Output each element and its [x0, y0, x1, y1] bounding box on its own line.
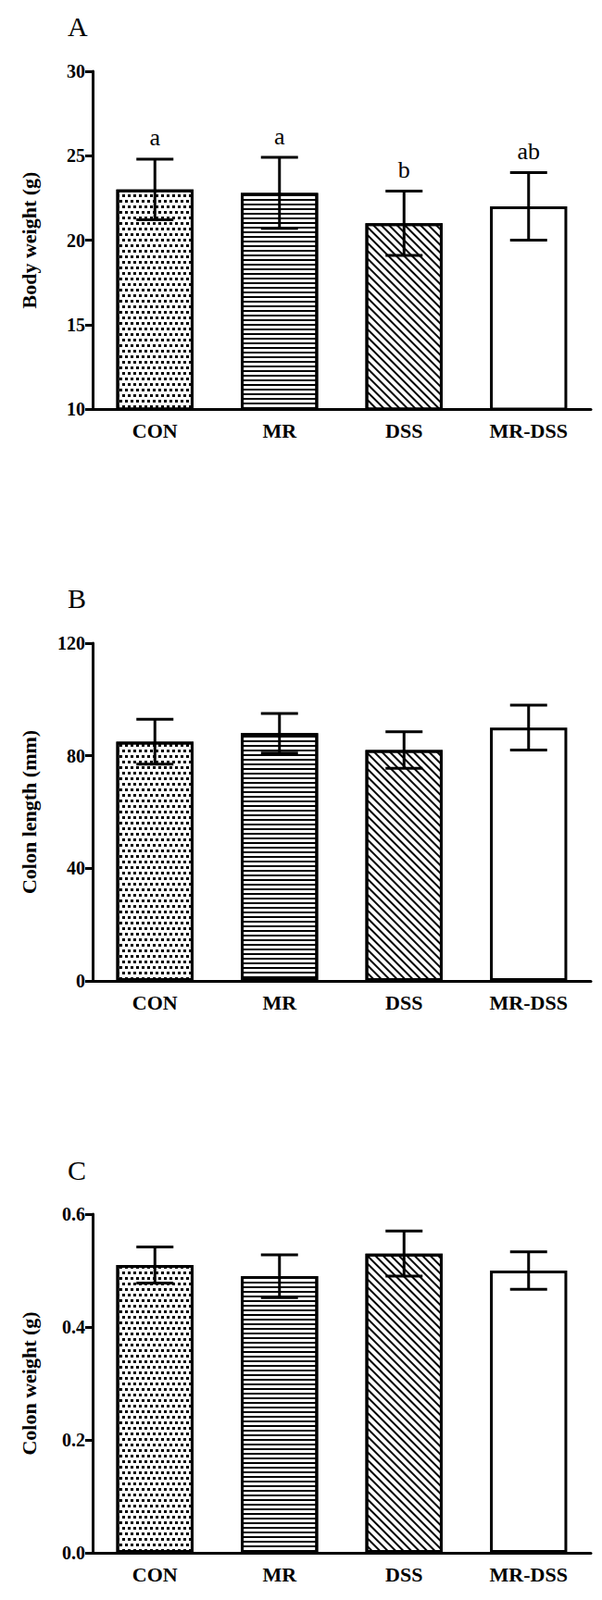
svg-text:0: 0 [75, 971, 86, 992]
svg-text:Colon weight (g): Colon weight (g) [17, 1312, 41, 1456]
svg-text:0.4: 0.4 [62, 1317, 86, 1339]
svg-text:a: a [149, 124, 161, 151]
svg-text:CON: CON [132, 1564, 178, 1588]
svg-text:MR: MR [262, 991, 298, 1016]
svg-text:20: 20 [66, 230, 86, 251]
svg-text:B: B [67, 583, 87, 615]
svg-text:MR: MR [262, 419, 298, 443]
svg-text:CON: CON [132, 419, 178, 443]
svg-text:15: 15 [66, 314, 86, 336]
svg-text:0.6: 0.6 [62, 1204, 86, 1226]
svg-text:Colon length (mm): Colon length (mm) [17, 730, 41, 895]
svg-text:MR-DSS: MR-DSS [489, 1564, 568, 1588]
svg-text:A: A [67, 11, 88, 42]
svg-text:10: 10 [66, 399, 86, 420]
svg-text:0.0: 0.0 [62, 1543, 86, 1565]
svg-text:30: 30 [66, 61, 86, 82]
svg-text:40: 40 [66, 858, 86, 879]
svg-text:CON: CON [132, 991, 178, 1016]
svg-text:MR: MR [262, 1564, 298, 1588]
svg-text:80: 80 [66, 746, 86, 767]
svg-text:120: 120 [57, 633, 86, 654]
svg-text:DSS: DSS [385, 1564, 423, 1588]
svg-text:DSS: DSS [385, 991, 423, 1016]
svg-text:DSS: DSS [385, 419, 423, 443]
svg-text:a: a [274, 123, 286, 151]
svg-text:b: b [398, 156, 411, 184]
svg-text:ab: ab [516, 137, 540, 165]
svg-text:25: 25 [66, 145, 86, 166]
svg-text:Body weight (g): Body weight (g) [17, 172, 41, 310]
svg-text:0.2: 0.2 [62, 1430, 86, 1452]
svg-text:MR-DSS: MR-DSS [489, 419, 568, 443]
svg-text:C: C [67, 1155, 87, 1187]
svg-text:MR-DSS: MR-DSS [489, 991, 568, 1016]
